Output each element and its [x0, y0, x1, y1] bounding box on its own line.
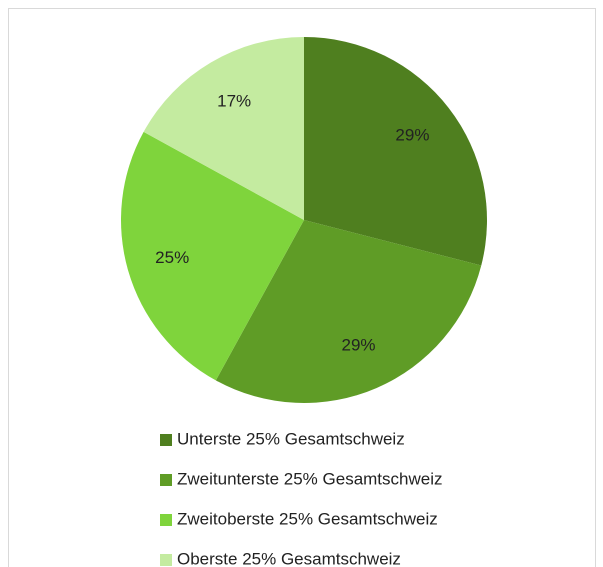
pie-slice	[121, 131, 304, 381]
legend-label: Oberste 25% Gesamtschweiz	[177, 549, 401, 567]
legend-label: Zweitoberste 25% Gesamtschweiz	[177, 509, 438, 528]
data-label: 29%	[341, 335, 375, 354]
legend-swatch	[160, 514, 172, 526]
data-label: 17%	[217, 91, 251, 110]
legend-label: Zweitunterste 25% Gesamtschweiz	[177, 469, 443, 488]
legend-swatch	[160, 474, 172, 486]
pie-slice	[215, 220, 482, 403]
legend-swatch	[160, 434, 172, 446]
legend-label: Unterste 25% Gesamtschweiz	[177, 429, 405, 448]
pie-slice	[143, 37, 304, 220]
data-label: 29%	[395, 125, 429, 144]
legend-swatch	[160, 554, 172, 566]
pie-slice	[304, 37, 488, 266]
data-label: 25%	[155, 248, 189, 267]
